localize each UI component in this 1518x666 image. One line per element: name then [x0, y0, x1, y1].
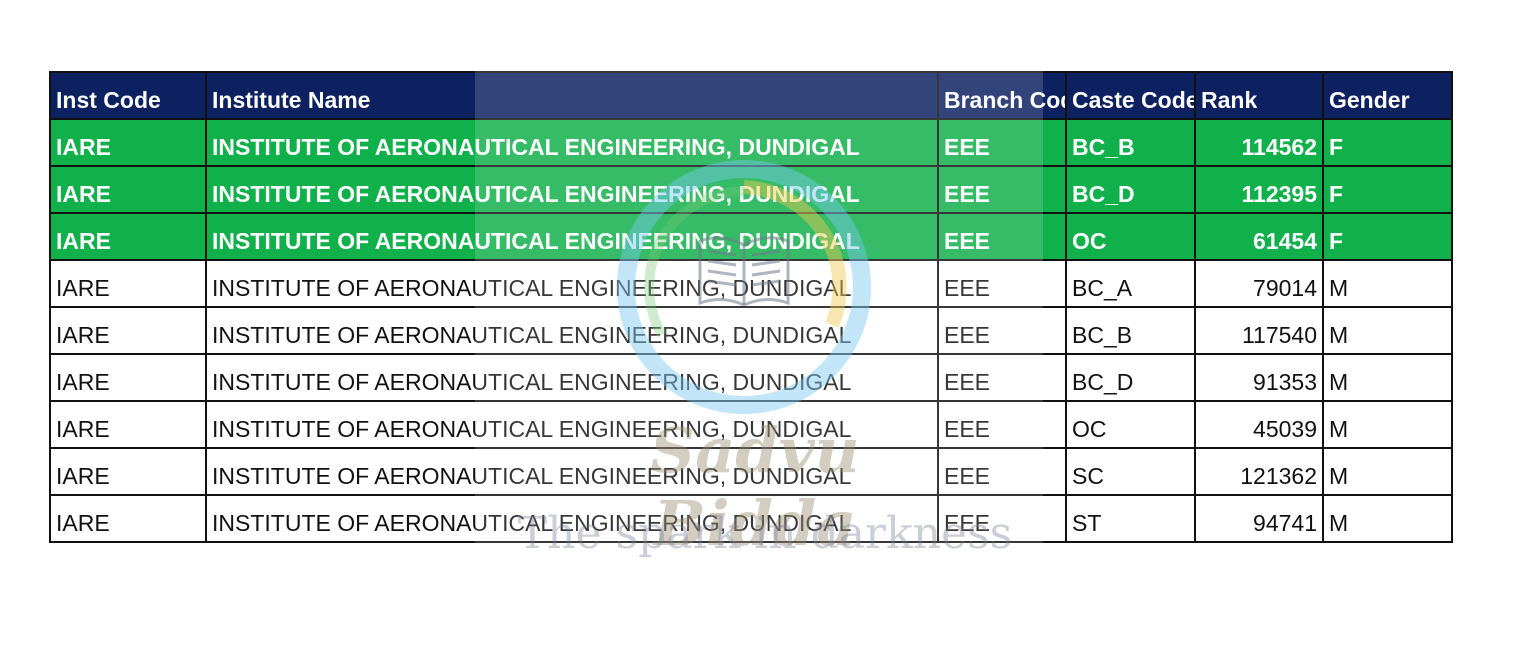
cell-gender[interactable]: M — [1322, 447, 1453, 496]
cell-inst-code[interactable]: IARE — [49, 118, 207, 167]
cell-gender[interactable]: M — [1322, 306, 1453, 355]
cell-inst-code[interactable]: IARE — [49, 400, 207, 449]
cell-branch-code[interactable]: EEE — [937, 494, 1067, 543]
cell-inst-code[interactable]: IARE — [49, 353, 207, 402]
table-row: IARE INSTITUTE OF AERONAUTICAL ENGINEERIN… — [49, 447, 1453, 496]
header-inst-code[interactable]: Inst Code — [49, 71, 207, 120]
cell-branch-code[interactable]: EEE — [937, 306, 1067, 355]
cell-caste-code[interactable]: OC — [1065, 212, 1196, 261]
cell-inst-code[interactable]: IARE — [49, 447, 207, 496]
cell-caste-code[interactable]: BC_B — [1065, 306, 1196, 355]
cell-inst-code[interactable]: IARE — [49, 165, 207, 214]
table-row: IARE INSTITUTE OF AERONAUTICAL ENGINEERIN… — [49, 259, 1453, 308]
cell-gender[interactable]: F — [1322, 118, 1453, 167]
cell-institute-name[interactable]: INSTITUTE OF AERONAUTICAL ENGINEERING, D… — [205, 259, 939, 308]
header-gender[interactable]: Gender — [1322, 71, 1453, 120]
cell-inst-code[interactable]: IARE — [49, 494, 207, 543]
cell-institute-name[interactable]: INSTITUTE OF AERONAUTICAL ENGINEERING, D… — [205, 118, 939, 167]
table-row: IARE INSTITUTE OF AERONAUTICAL ENGINEERIN… — [49, 400, 1453, 449]
cell-rank[interactable]: 121362 — [1194, 447, 1324, 496]
table-row: IARE INSTITUTE OF AERONAUTICAL ENGINEERIN… — [49, 494, 1453, 543]
cell-institute-name[interactable]: INSTITUTE OF AERONAUTICAL ENGINEERING, D… — [205, 212, 939, 261]
table-row: IARE INSTITUTE OF AERONAUTICAL ENGINEERIN… — [49, 165, 1453, 214]
cell-rank[interactable]: 91353 — [1194, 353, 1324, 402]
cell-caste-code[interactable]: BC_D — [1065, 165, 1196, 214]
cell-rank[interactable]: 45039 — [1194, 400, 1324, 449]
header-branch-code[interactable]: Branch Code — [937, 71, 1067, 120]
cell-branch-code[interactable]: EEE — [937, 165, 1067, 214]
cell-gender[interactable]: F — [1322, 165, 1453, 214]
table-body: IARE INSTITUTE OF AERONAUTICAL ENGINEERIN… — [49, 118, 1453, 543]
cell-branch-code[interactable]: EEE — [937, 212, 1067, 261]
cell-inst-code[interactable]: IARE — [49, 306, 207, 355]
cell-rank[interactable]: 117540 — [1194, 306, 1324, 355]
cell-inst-code[interactable]: IARE — [49, 212, 207, 261]
cell-caste-code[interactable]: SC — [1065, 447, 1196, 496]
cell-caste-code[interactable]: BC_B — [1065, 118, 1196, 167]
cell-institute-name[interactable]: INSTITUTE OF AERONAUTICAL ENGINEERING, D… — [205, 447, 939, 496]
cell-branch-code[interactable]: EEE — [937, 259, 1067, 308]
table-row: IARE INSTITUTE OF AERONAUTICAL ENGINEERIN… — [49, 306, 1453, 355]
cell-branch-code[interactable]: EEE — [937, 447, 1067, 496]
cell-rank[interactable]: 94741 — [1194, 494, 1324, 543]
cell-inst-code[interactable]: IARE — [49, 259, 207, 308]
header-caste-code[interactable]: Caste Code — [1065, 71, 1196, 120]
table-row: IARE INSTITUTE OF AERONAUTICAL ENGINEERIN… — [49, 353, 1453, 402]
cell-institute-name[interactable]: INSTITUTE OF AERONAUTICAL ENGINEERING, D… — [205, 306, 939, 355]
cell-branch-code[interactable]: EEE — [937, 353, 1067, 402]
cell-institute-name[interactable]: INSTITUTE OF AERONAUTICAL ENGINEERING, D… — [205, 494, 939, 543]
cell-rank[interactable]: 114562 — [1194, 118, 1324, 167]
cell-gender[interactable]: F — [1322, 212, 1453, 261]
cell-rank[interactable]: 79014 — [1194, 259, 1324, 308]
table-row: IARE INSTITUTE OF AERONAUTICAL ENGINEERIN… — [49, 118, 1453, 167]
table-row: IARE INSTITUTE OF AERONAUTICAL ENGINEERIN… — [49, 212, 1453, 261]
cell-gender[interactable]: M — [1322, 400, 1453, 449]
header-institute-name[interactable]: Institute Name — [205, 71, 939, 120]
cell-gender[interactable]: M — [1322, 259, 1453, 308]
cell-caste-code[interactable]: BC_A — [1065, 259, 1196, 308]
cell-branch-code[interactable]: EEE — [937, 400, 1067, 449]
cell-institute-name[interactable]: INSTITUTE OF AERONAUTICAL ENGINEERING, D… — [205, 400, 939, 449]
cell-caste-code[interactable]: OC — [1065, 400, 1196, 449]
header-row: Inst Code Institute Name Branch Code Cas… — [49, 71, 1453, 120]
cell-rank[interactable]: 61454 — [1194, 212, 1324, 261]
results-table: Inst Code Institute Name Branch Code Cas… — [49, 71, 1453, 543]
cell-caste-code[interactable]: ST — [1065, 494, 1196, 543]
cell-institute-name[interactable]: INSTITUTE OF AERONAUTICAL ENGINEERING, D… — [205, 353, 939, 402]
cell-institute-name[interactable]: INSTITUTE OF AERONAUTICAL ENGINEERING, D… — [205, 165, 939, 214]
cell-rank[interactable]: 112395 — [1194, 165, 1324, 214]
cell-branch-code[interactable]: EEE — [937, 118, 1067, 167]
cell-gender[interactable]: M — [1322, 494, 1453, 543]
header-rank[interactable]: Rank — [1194, 71, 1324, 120]
cell-caste-code[interactable]: BC_D — [1065, 353, 1196, 402]
cell-gender[interactable]: M — [1322, 353, 1453, 402]
